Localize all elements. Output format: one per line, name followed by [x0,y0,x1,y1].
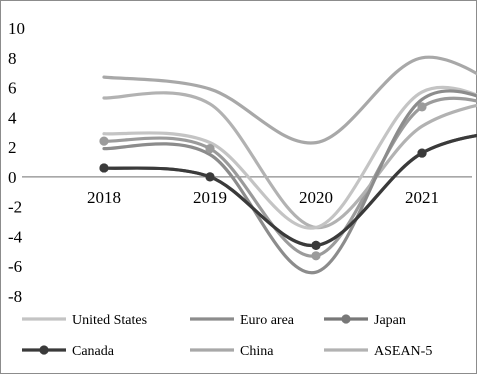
x-tick-label: 2018 [87,188,121,207]
y-tick-label: -6 [8,257,22,276]
series-canada-marker [99,163,109,173]
x-axis-ticks: 20182019202020212022* [87,188,439,207]
legend-canada-marker [39,345,49,355]
series-united-states-line [102,85,477,230]
x-tick-label: 2020 [299,188,333,207]
series-canada-marker [205,172,215,182]
series-canada-marker [417,148,427,158]
series-euro-area-line [102,89,477,275]
legend: United States Euro area Japan Canada China AS… [22,313,432,359]
legend-united-states-label: United States [72,313,147,328]
y-tick-label: 4 [8,108,17,127]
y-tick-label: 10 [8,19,25,38]
unlabeled-series-marker [205,144,215,154]
legend-japan-label: Japan [374,313,406,328]
y-axis-ticks: 10 8 6 4 2 0 -2 -4 -6 -8 [8,19,25,306]
x-tick-label: 2021 [405,188,439,207]
series-markers [99,102,427,261]
y-tick-label: 8 [8,49,17,68]
series-china-line [102,55,477,145]
legend-japan-marker [341,314,351,324]
unlabeled-series-marker [99,136,109,146]
legend-euro-area-label: Euro area [240,313,295,328]
legend-canada-label: Canada [72,344,115,359]
unlabeled-series-marker [417,102,427,112]
series-canada-marker [311,240,321,250]
y-tick-label: 0 [8,168,17,187]
legend-asean-5-label: ASEAN-5 [374,344,432,359]
y-tick-label: 2 [8,138,17,157]
unlabeled-series-marker [311,251,321,261]
y-tick-label: -2 [8,198,22,217]
y-tick-label: -4 [8,227,23,246]
y-tick-label: 6 [8,79,17,98]
series-asean-5-line [102,91,477,230]
series-lines [102,55,477,275]
legend-china-label: China [240,344,274,359]
y-tick-label: -8 [8,287,22,306]
x-tick-label: 2019 [193,188,227,207]
